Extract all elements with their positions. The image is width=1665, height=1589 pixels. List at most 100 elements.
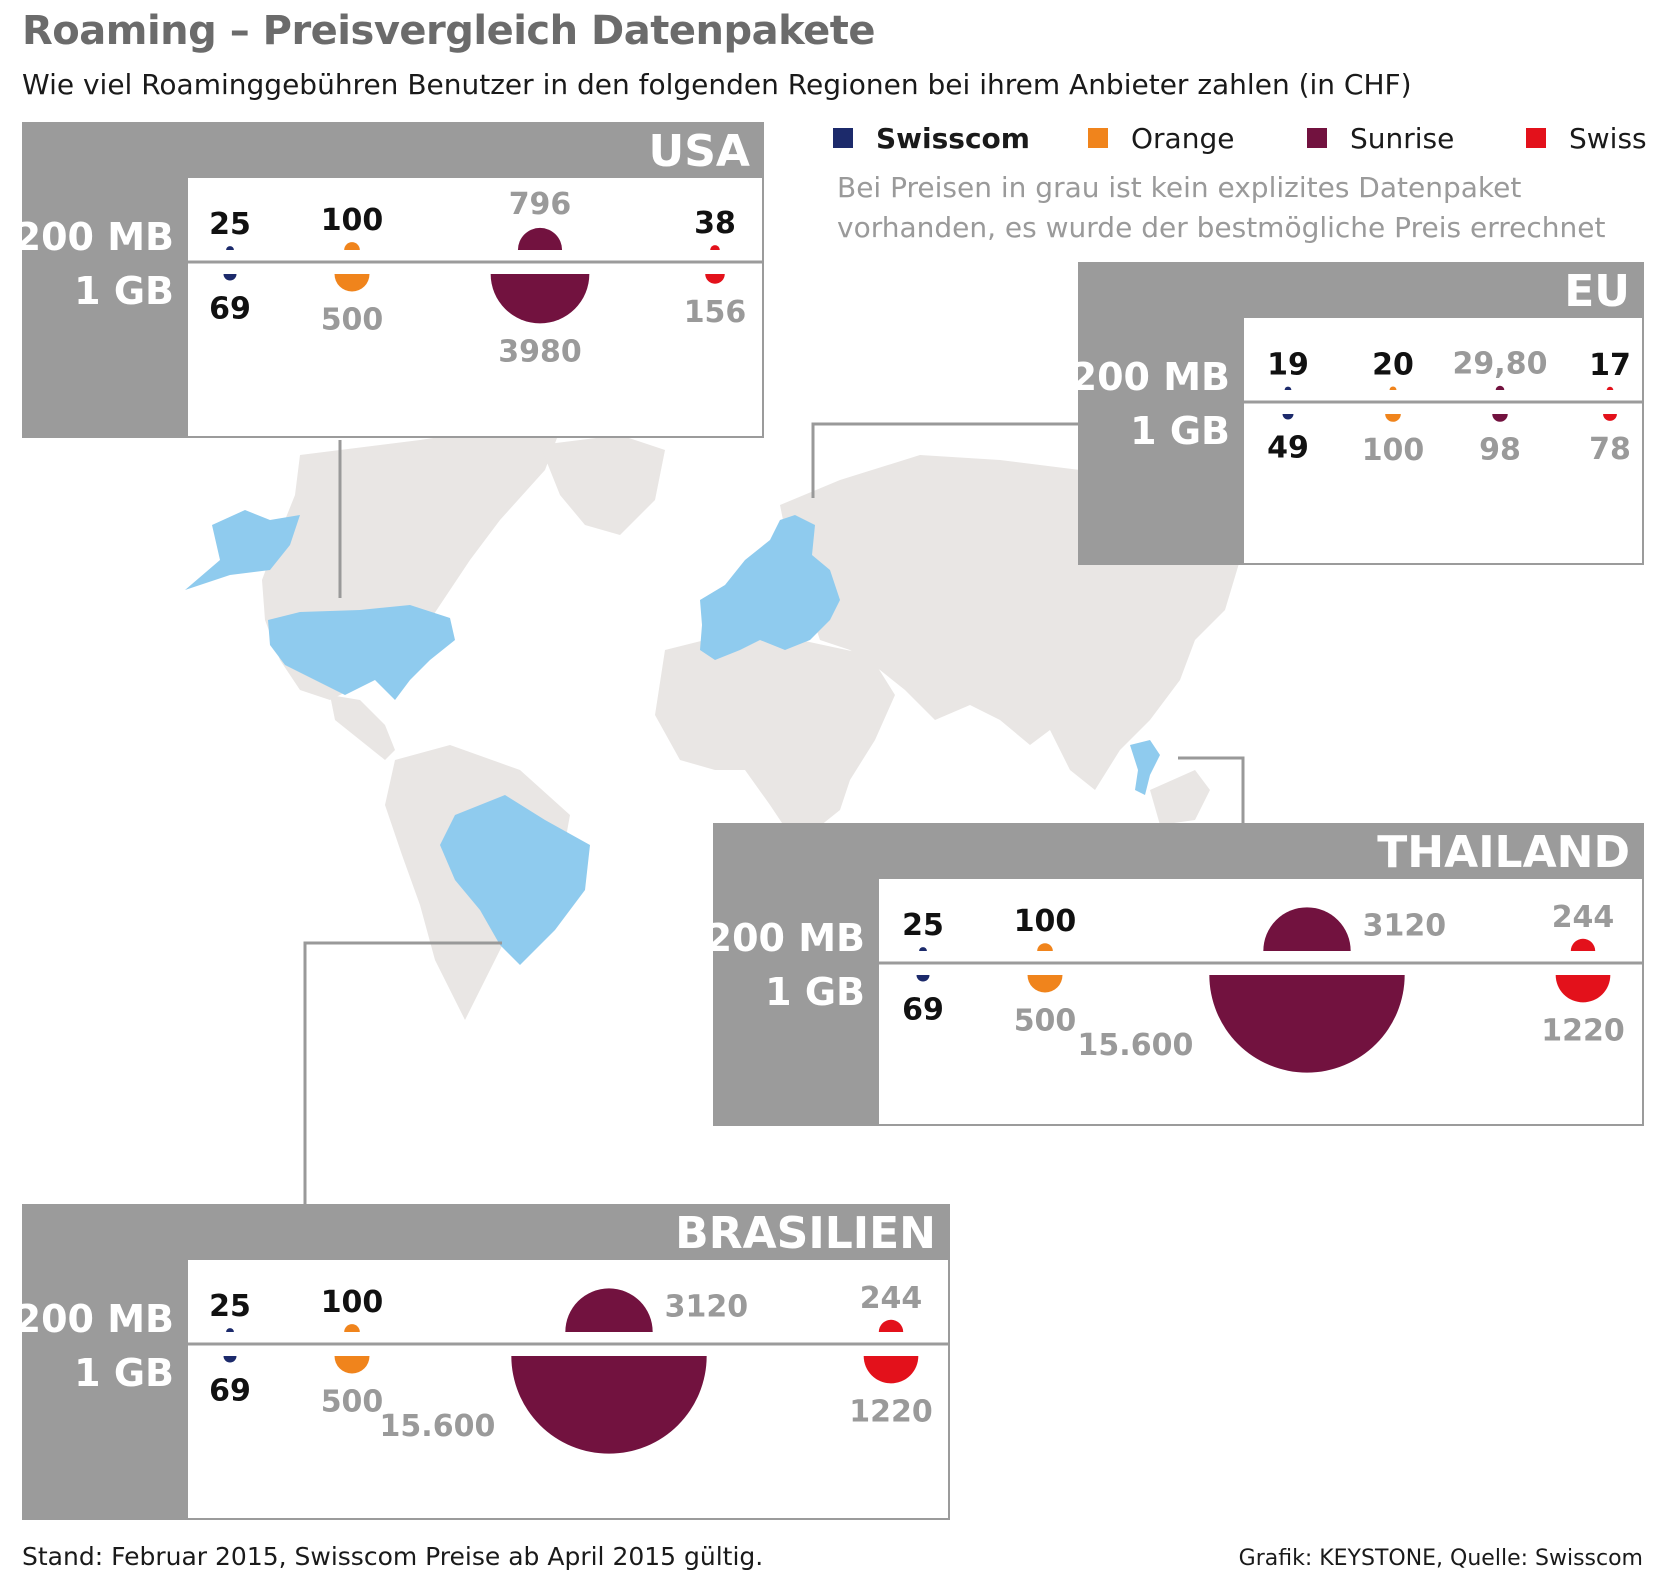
footer-note: Stand: Februar 2015, Swisscom Preise ab …	[22, 1542, 764, 1571]
row-label-200mb: 200 MB	[1071, 355, 1230, 399]
legend-label-orange: Orange	[1131, 122, 1234, 155]
africa-shape	[655, 630, 895, 835]
value-label-usa-200mb-orange: 100	[321, 203, 384, 238]
value-label-usa-1gb-swisscom: 69	[209, 291, 251, 326]
value-label-eu-1gb-orange: 100	[1362, 433, 1425, 468]
value-label-brasilien-1gb-swiss: 1220	[849, 1394, 933, 1429]
value-label-usa-1gb-sunrise: 3980	[498, 334, 582, 369]
panel-usa: USA 200 MB 1 GB 25 100 796 38 69 500 3980 156	[15, 122, 764, 438]
region-panels: USA 200 MB 1 GB 25 100 796 38 69 500 3980 156 EU 200…	[15, 122, 1644, 1520]
half-circle-eu-1gb-swisscom	[1282, 414, 1294, 420]
region-title-eu: EU	[1564, 266, 1630, 317]
chart-title: Roaming – Preisvergleich Datenpakete	[22, 8, 876, 54]
half-circle-usa-1gb-swisscom	[223, 274, 237, 281]
row-label-1gb: 1 GB	[74, 1351, 174, 1395]
half-circle-thailand-1gb-swisscom	[916, 975, 930, 982]
chart-subtitle: Wie viel Roaminggebühren Benutzer in den…	[22, 68, 1412, 101]
legend-label-swisscom: Swisscom	[876, 122, 1030, 155]
half-circle-thailand-200mb-swiss	[1570, 938, 1596, 951]
half-circle-brasilien-1gb-sunrise	[511, 1356, 707, 1454]
legend: Swisscom Orange Sunrise Swiss Bei Preisen in…	[833, 122, 1647, 244]
thailand-shape	[1130, 740, 1160, 795]
alaska-shape	[185, 510, 300, 590]
half-circle-eu-200mb-orange	[1389, 386, 1397, 390]
half-circle-brasilien-1gb-swisscom	[223, 1356, 237, 1363]
note-line-2: vorhanden, es wurde der bestmögliche Pre…	[837, 211, 1605, 244]
value-label-eu-1gb-swiss: 78	[1589, 432, 1631, 467]
legend-swatch-sunrise	[1307, 128, 1327, 148]
panel-eu: EU 200 MB 1 GB 19 20 29,80 17 49 100 98 78	[1071, 262, 1644, 565]
row-label-200mb: 200 MB	[15, 1297, 174, 1341]
value-label-brasilien-1gb-sunrise: 15.600	[380, 1409, 496, 1444]
half-circle-usa-200mb-sunrise	[517, 227, 563, 250]
panel-inner	[188, 178, 762, 436]
value-label-brasilien-200mb-swisscom: 25	[209, 1289, 251, 1324]
half-circle-usa-200mb-swisscom	[226, 246, 234, 250]
legend-label-swiss: Swiss	[1569, 122, 1647, 155]
value-label-thailand-200mb-sunrise: 3120	[1363, 909, 1447, 944]
half-circle-thailand-200mb-orange	[1037, 943, 1053, 951]
half-circle-eu-1gb-swiss	[1603, 414, 1617, 421]
half-circle-eu-200mb-swisscom	[1284, 386, 1292, 390]
half-circle-usa-1gb-orange	[334, 274, 370, 292]
row-label-1gb: 1 GB	[74, 269, 174, 313]
value-label-brasilien-1gb-swisscom: 69	[209, 1373, 251, 1408]
value-label-usa-200mb-sunrise: 796	[509, 187, 572, 222]
half-circle-brasilien-200mb-sunrise	[565, 1288, 653, 1332]
value-label-thailand-200mb-orange: 100	[1014, 904, 1077, 939]
central-america-shape	[330, 695, 395, 760]
value-label-usa-1gb-orange: 500	[321, 302, 384, 337]
value-label-thailand-1gb-sunrise: 15.600	[1078, 1028, 1194, 1063]
value-label-thailand-200mb-swisscom: 25	[902, 908, 944, 943]
value-label-eu-1gb-sunrise: 98	[1479, 433, 1521, 468]
row-label-200mb: 200 MB	[706, 916, 865, 960]
half-circle-thailand-200mb-swisscom	[919, 947, 927, 951]
greenland-shape	[540, 435, 665, 535]
value-label-usa-200mb-swisscom: 25	[209, 207, 251, 242]
panel-thailand: THAILAND 200 MB 1 GB 25 100 3120 244 69 50015.60…	[706, 823, 1644, 1126]
connector-lines	[303, 422, 1245, 1207]
half-circle-eu-200mb-swiss	[1606, 386, 1614, 390]
note-line-1: Bei Preisen in grau ist kein explizites …	[837, 171, 1521, 204]
connector-eu	[811, 422, 1078, 498]
half-circle-thailand-1gb-sunrise	[1209, 975, 1405, 1073]
half-circle-brasilien-1gb-orange	[334, 1356, 370, 1374]
row-label-1gb: 1 GB	[1130, 409, 1230, 453]
half-circle-usa-200mb-swiss	[710, 245, 720, 250]
brazil-shape	[440, 795, 590, 965]
half-circle-usa-1gb-sunrise	[490, 274, 590, 324]
value-label-brasilien-200mb-swiss: 244	[860, 1281, 923, 1316]
value-label-usa-1gb-swiss: 156	[684, 295, 747, 330]
connector-brasilien	[303, 941, 502, 1207]
connector-thailand	[1178, 756, 1245, 825]
panel-brasilien: BRASILIEN 200 MB 1 GB 25 100 3120 244 69 50015.6…	[15, 1204, 950, 1520]
panel-inner	[1244, 318, 1642, 563]
value-label-usa-200mb-swiss: 38	[694, 206, 736, 241]
value-label-eu-1gb-swisscom: 49	[1267, 430, 1309, 465]
half-circle-brasilien-200mb-orange	[344, 1324, 360, 1332]
footer-credit: Grafik: KEYSTONE, Quelle: Swisscom	[1238, 1546, 1643, 1571]
value-label-eu-200mb-sunrise: 29,80	[1453, 347, 1548, 382]
region-title-usa: USA	[649, 126, 750, 177]
europe-shape	[700, 515, 840, 660]
value-label-eu-200mb-swiss: 17	[1589, 348, 1631, 383]
half-circle-brasilien-200mb-swisscom	[226, 1328, 234, 1332]
usa-shape	[268, 605, 455, 700]
half-circle-eu-1gb-orange	[1385, 414, 1401, 422]
value-label-brasilien-1gb-orange: 500	[321, 1384, 384, 1419]
half-circle-thailand-1gb-orange	[1027, 975, 1063, 993]
value-label-thailand-1gb-swisscom: 69	[902, 992, 944, 1027]
value-label-thailand-1gb-swiss: 1220	[1541, 1013, 1625, 1048]
half-circle-eu-1gb-sunrise	[1492, 414, 1508, 422]
half-circle-brasilien-200mb-swiss	[878, 1319, 904, 1332]
row-label-1gb: 1 GB	[765, 970, 865, 1014]
half-circle-usa-200mb-orange	[344, 242, 360, 250]
australia-shape	[1150, 770, 1210, 825]
half-circle-thailand-200mb-sunrise	[1263, 907, 1351, 951]
value-label-eu-200mb-orange: 20	[1372, 348, 1414, 383]
value-label-thailand-1gb-orange: 500	[1014, 1003, 1077, 1038]
legend-swatch-swiss	[1526, 128, 1546, 148]
value-label-eu-200mb-swisscom: 19	[1267, 348, 1309, 383]
half-circle-thailand-1gb-swiss	[1555, 975, 1611, 1003]
